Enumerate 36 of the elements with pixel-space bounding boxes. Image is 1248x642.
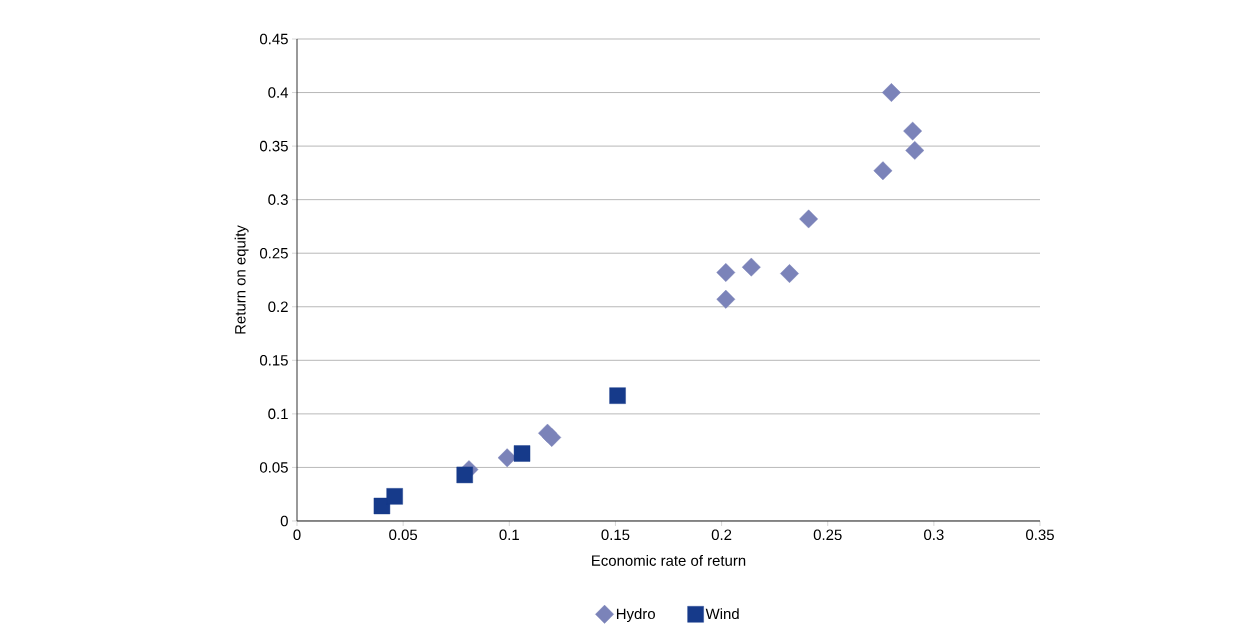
point (456, 466, 473, 484)
x-tick-label: 0.15 (601, 529, 630, 541)
y-tick-label: 0.15 (259, 355, 288, 366)
y-tick-label: 0 (280, 515, 288, 527)
y-tick-label: 0.35 (259, 140, 288, 152)
y-axis-title: Return on equity (234, 225, 249, 334)
x-tick-label: 0.05 (389, 529, 418, 541)
x-tick-label: 0.2 (711, 529, 732, 541)
y-tick-label: 0.25 (259, 247, 288, 259)
legend-label: Hydro (616, 608, 655, 623)
y-tick-label: 0.2 (268, 301, 288, 313)
point (882, 83, 901, 102)
legend-label: Wind (705, 608, 739, 620)
y-tick-label: 0.1 (268, 408, 288, 420)
point (609, 387, 626, 404)
point (741, 257, 761, 277)
x-tick-label: 0.1 (499, 529, 519, 541)
point (799, 209, 819, 229)
point (873, 161, 893, 181)
x-axis-title: Economic rate of return (592, 554, 746, 566)
y-tick-label: 0.05 (259, 462, 288, 473)
y-tick-label: 0.4 (268, 87, 289, 98)
x-tick-label: 0.35 (1026, 529, 1054, 541)
x-tick-label: 0.3 (924, 529, 944, 541)
point (716, 289, 736, 309)
point (903, 121, 923, 141)
x-tick-label: 0 (293, 529, 301, 541)
x-tick-label: 0.25 (813, 529, 842, 541)
point (716, 263, 736, 282)
y-tick-label: 0.45 (259, 33, 288, 45)
point (905, 140, 925, 160)
point (780, 264, 799, 283)
point (542, 428, 562, 447)
point (386, 488, 403, 505)
point (513, 445, 531, 462)
y-tick-label: 0.3 (268, 194, 288, 205)
